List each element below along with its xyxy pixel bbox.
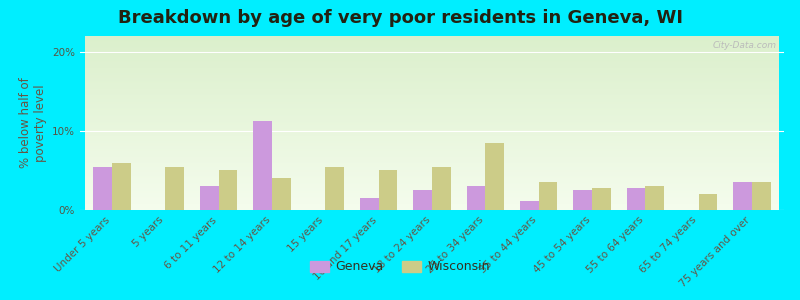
- Text: City-Data.com: City-Data.com: [713, 41, 777, 50]
- Bar: [486, 143, 504, 210]
- Text: Breakdown by age of very poor residents in Geneva, WI: Breakdown by age of very poor residents …: [118, 9, 682, 27]
- Legend: Geneva, Wisconsin: Geneva, Wisconsin: [306, 256, 494, 278]
- Bar: [574, 190, 592, 210]
- Bar: [326, 167, 344, 210]
- Bar: [414, 190, 432, 210]
- Bar: [734, 182, 752, 210]
- Bar: [166, 167, 184, 210]
- Bar: [646, 186, 664, 210]
- Bar: [94, 167, 112, 210]
- Bar: [378, 170, 398, 210]
- Bar: [626, 188, 646, 210]
- Bar: [360, 198, 378, 210]
- Bar: [218, 170, 238, 210]
- Bar: [432, 167, 450, 210]
- Bar: [698, 194, 718, 210]
- Bar: [592, 188, 610, 210]
- Bar: [752, 182, 770, 210]
- Bar: [520, 200, 538, 210]
- Bar: [466, 186, 486, 210]
- Bar: [112, 163, 130, 210]
- Bar: [200, 186, 218, 210]
- Bar: [272, 178, 290, 210]
- Bar: [538, 182, 558, 210]
- Y-axis label: % below half of
poverty level: % below half of poverty level: [18, 78, 46, 168]
- Bar: [254, 122, 272, 210]
